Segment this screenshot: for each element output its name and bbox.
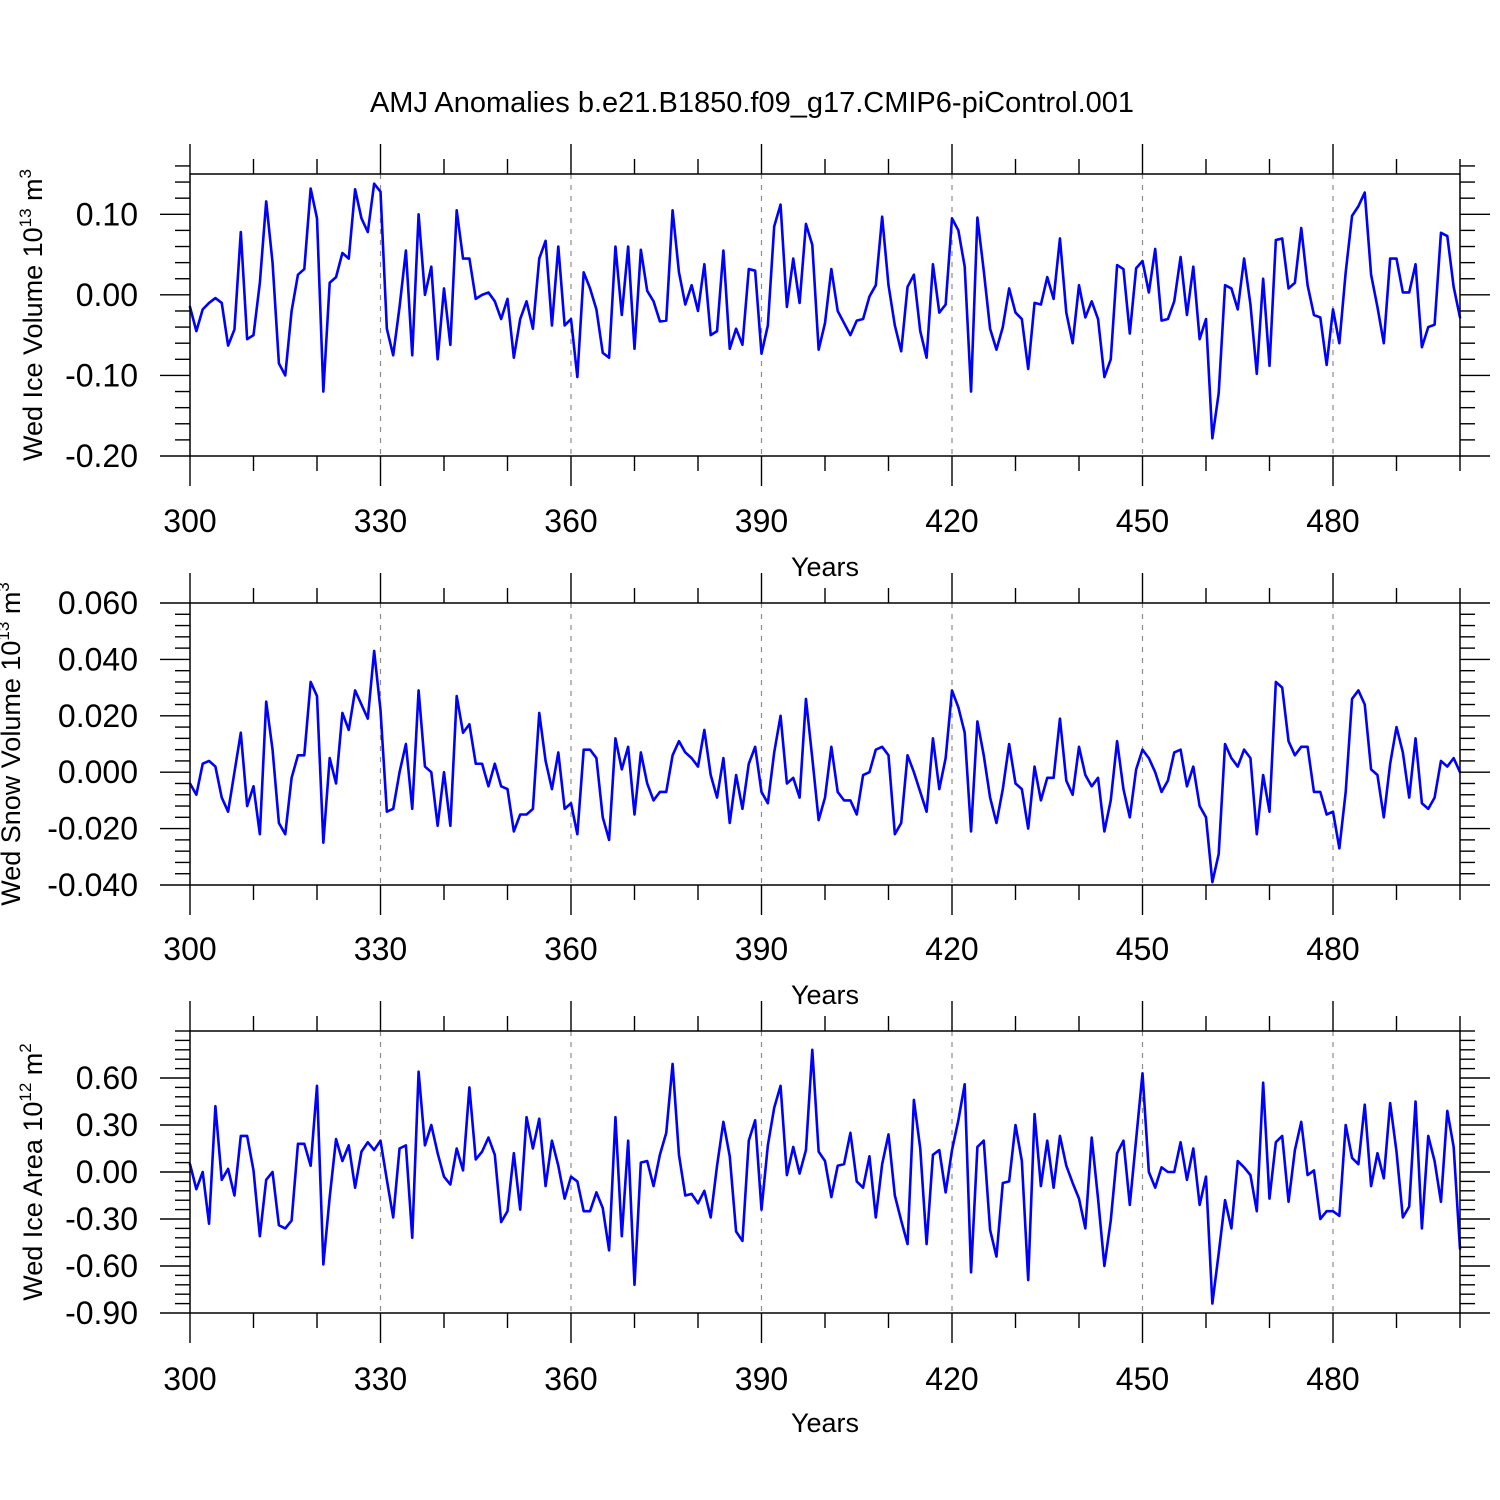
y-axis-label: Wed Ice Area 1012 m2 [16,1043,48,1301]
x-axis-label: Years [791,980,859,1010]
plot-frame [189,1030,1461,1314]
x-axis-label: Years [791,1408,859,1438]
x-axis-label: Years [791,552,859,582]
x-tick-label: 450 [1116,1361,1169,1397]
x-tick-label: 300 [163,1361,216,1397]
y-tick-label: 0.30 [76,1107,138,1143]
panel-2: 300 330 360 390 420 450 480 Years -0.040 -0.020 0.… [0,573,1490,1010]
y-tick-label: 0.60 [76,1060,138,1096]
figure-title: AMJ Anomalies b.e21.B1850.f09_g17.CMIP6-… [370,87,1134,119]
y-tick-label: -0.020 [47,811,138,847]
x-tick-label: 480 [1306,503,1359,539]
y-tick-label: 0.020 [58,698,138,734]
series-line [188,1048,1462,1305]
x-tick-label: 420 [925,503,978,539]
panel-1: 300 330 360 390 420 450 480 Years -0.20 -0.10 0.00… [16,144,1490,582]
x-tick-label: 480 [1306,1361,1359,1397]
y-tick-label: -0.30 [65,1201,138,1237]
y-tick-label: -0.040 [47,867,138,903]
y-tick-label: 0.000 [58,754,138,790]
x-tick-label: 390 [735,931,788,967]
x-tick-label: 360 [544,503,597,539]
x-tick-label: 300 [163,931,216,967]
y-axis-label: Wed Ice Volume 1013 m3 [16,169,48,461]
x-tick-label: 420 [925,1361,978,1397]
y-tick-label: -0.60 [65,1248,138,1284]
x-tick-label: 330 [354,931,407,967]
x-tick-label: 300 [163,503,216,539]
x-tick-label: 390 [735,1361,788,1397]
series-line [188,649,1462,884]
y-tick-label: -0.10 [65,357,138,393]
x-tick-label: 390 [735,503,788,539]
panel-3: 300 330 360 390 420 450 480 Years -0.90 -0.60 -0.3… [16,1001,1490,1438]
y-tick-label: 0.040 [58,641,138,677]
x-tick-label: 330 [354,1361,407,1397]
x-tick-label: 360 [544,931,597,967]
y-tick-label: 0.10 [76,196,138,232]
series-line [188,182,1462,440]
panels: 300 330 360 390 420 450 480 Years -0.20 -0.10 0.00… [0,144,1490,1438]
x-tick-label: 480 [1306,931,1359,967]
y-tick-label: -0.20 [65,438,138,474]
x-tick-label: 360 [544,1361,597,1397]
y-tick-label: 0.00 [76,1154,138,1190]
plot-frame [189,602,1461,886]
y-tick-label: 0.00 [76,277,138,313]
y-axis-label: Wed Snow Volume 1013 m3 [0,582,26,906]
x-tick-label: 420 [925,931,978,967]
y-tick-label: 0.060 [58,585,138,621]
x-tick-label: 450 [1116,503,1169,539]
y-tick-label: -0.90 [65,1295,138,1331]
x-tick-label: 450 [1116,931,1169,967]
x-tick-label: 330 [354,503,407,539]
